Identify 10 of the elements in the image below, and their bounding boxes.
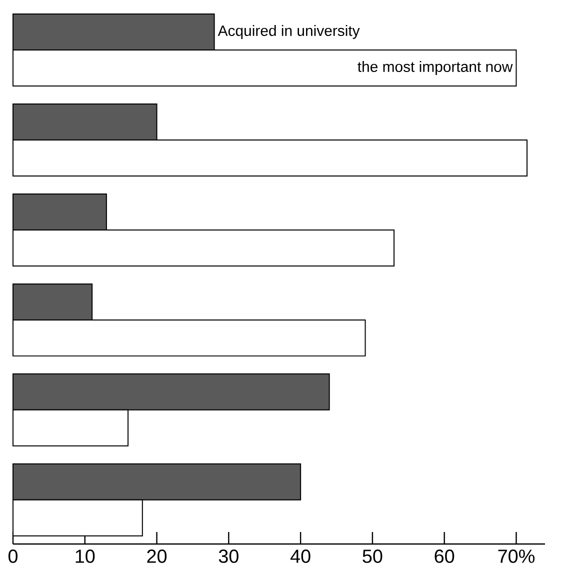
x-tick-label: 50 <box>362 550 382 563</box>
series-label: Acquired in university <box>218 25 360 39</box>
x-tick-label: 20 <box>147 550 167 563</box>
x-tick-label: 0 <box>8 550 18 563</box>
x-tick-label: 40 <box>290 550 310 563</box>
x-tick-label: 60 <box>434 550 454 563</box>
x-tick-label: 70% <box>498 550 535 563</box>
series-label: the most important now <box>358 61 513 75</box>
x-tick-label: 10 <box>76 550 95 563</box>
x-tick-label: 30 <box>218 550 238 563</box>
